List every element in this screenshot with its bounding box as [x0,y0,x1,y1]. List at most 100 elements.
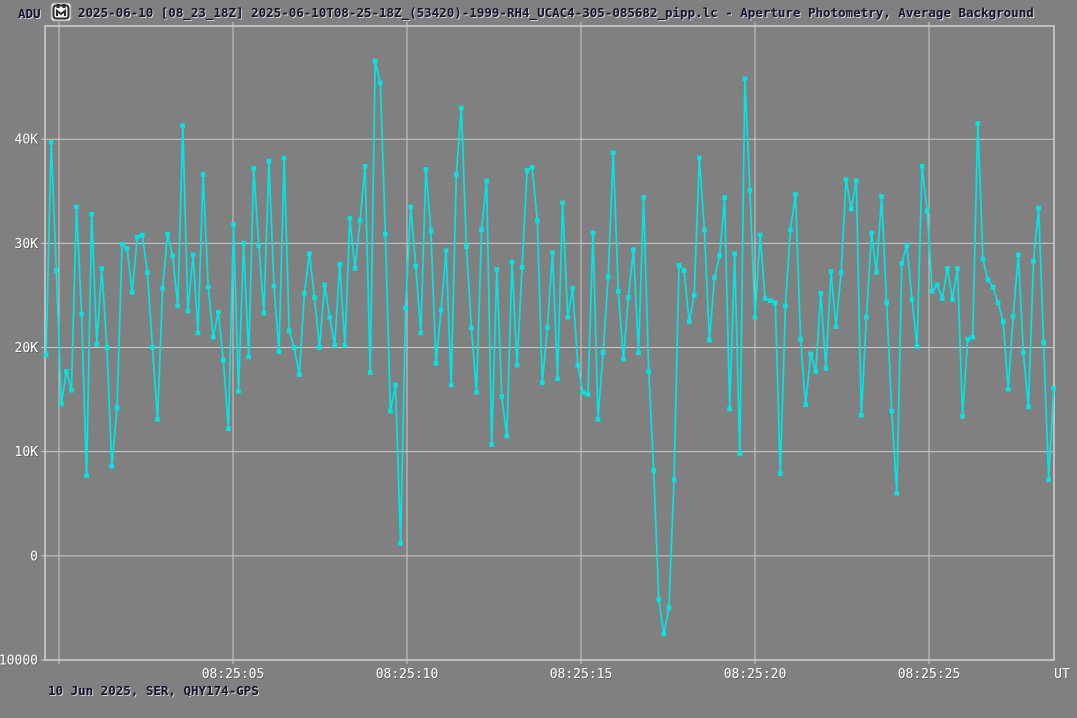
data-point-marker [195,330,201,336]
data-point-marker [514,362,520,368]
data-point-marker [48,140,54,145]
data-point-marker [616,289,621,294]
data-point-marker [327,315,332,320]
data-point-marker [702,227,707,233]
data-point-marker [924,208,930,214]
data-point-marker [762,296,768,301]
data-point-marker [433,360,439,366]
data-point-marker [251,166,256,171]
data-point-marker [170,253,175,259]
data-point-marker [859,412,864,418]
data-point-marker [256,243,262,248]
data-point-marker [879,194,884,199]
data-point-marker [469,325,474,330]
data-point-marker [443,248,449,253]
data-point-marker [626,295,631,300]
data-point-marker [1031,258,1036,264]
data-point-marker [1046,477,1051,483]
data-point-marker [1005,386,1011,392]
data-point-marker [494,267,500,272]
data-point-marker [464,244,469,249]
data-point-marker [671,477,677,483]
data-point-marker [165,231,170,237]
data-point-marker [109,464,115,469]
y-tick-label: -10000 [0,654,38,669]
data-point-marker [408,204,413,210]
data-point-marker [550,250,555,255]
data-point-marker [226,426,231,432]
data-point-marker [712,275,717,280]
data-point-marker [484,178,489,184]
data-point-marker [752,315,758,320]
data-point-marker [145,270,150,275]
data-point-marker [833,324,839,329]
data-point-marker [707,337,712,343]
data-point-marker [84,473,89,478]
data-point-marker [656,597,662,602]
data-point-marker [788,227,793,233]
data-point-marker [641,195,646,200]
data-point-marker [276,349,282,354]
data-point-marker [448,382,454,388]
data-point-marker [929,289,935,294]
data-point-marker [119,242,125,247]
data-point-marker [676,262,682,268]
data-point-marker [372,58,378,64]
data-point-marker [1041,340,1046,345]
data-point-marker [570,285,575,291]
data-point-marker [869,230,874,236]
data-point-marker [565,315,570,320]
data-point-marker [722,195,727,200]
x-tick-label: 08:25:10 [376,667,439,682]
data-point-marker [828,269,834,274]
data-point-marker [266,158,272,164]
data-point-marker [935,282,940,288]
data-point-marker [175,303,181,309]
data-point-marker [899,260,905,266]
data-point-marker [914,344,920,349]
data-point-marker [990,284,996,290]
data-point-marker [352,266,358,271]
data-point-marker [388,408,393,414]
data-point-marker [636,350,641,355]
data-point-marker [89,211,94,217]
x-tick-label: 08:25:20 [724,667,787,682]
data-point-marker [347,216,353,221]
data-point-marker [697,155,702,161]
data-point-marker [737,451,743,457]
data-point-marker [438,307,444,313]
plot-border [44,25,1055,661]
data-point-marker [666,605,672,611]
data-point-marker [580,390,586,395]
data-point-marker [843,177,849,183]
data-point-marker [332,343,337,348]
data-point-marker [1021,350,1026,355]
recording-info: 10 Jun 2025, SER, QHY174-GPS [48,683,259,698]
x-tick-label: 08:25:25 [898,667,961,682]
data-point-marker [43,352,49,358]
plot-area[interactable]: 40K 30K 20K 10K 0 -10000 08:25:05 08:25:10 08:25… [0,22,1070,682]
data-point-marker [595,417,601,422]
data-point-marker [291,345,297,350]
data-point-marker [919,164,925,169]
data-point-marker [727,406,732,412]
data-point-marker [271,283,277,289]
y-tick-label: 20K [15,341,39,356]
data-point-marker [540,380,545,386]
data-point-marker [160,285,165,291]
data-point-marker [610,150,616,156]
data-point-marker [818,291,824,296]
data-point-marker [631,247,636,252]
data-point-marker [940,296,945,301]
data-point-marker [646,369,651,374]
data-point-marker [884,300,889,305]
data-point-marker [970,334,975,340]
data-point-marker [767,298,773,303]
data-point-marker [524,168,530,173]
data-point-marker [747,188,753,193]
data-point-marker [661,631,667,637]
data-point-marker [529,165,535,170]
data-point-marker [509,259,515,265]
data-point-marker [210,334,216,340]
data-point-marker [1051,385,1056,391]
